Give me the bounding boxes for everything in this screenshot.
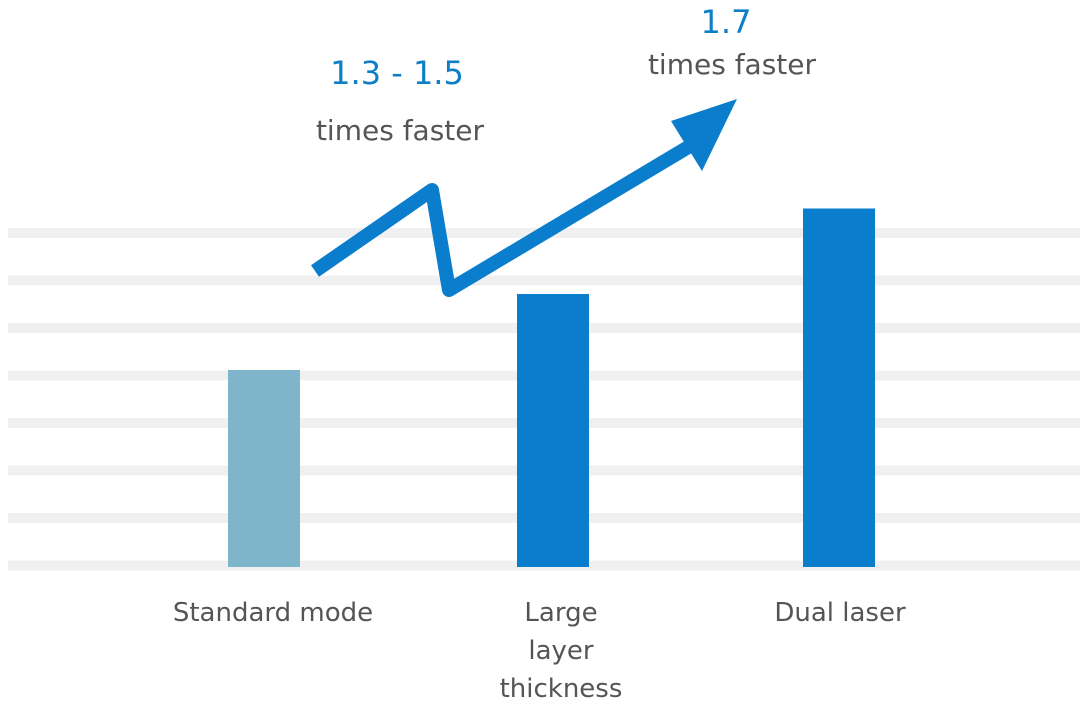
annotation-value-dual-laser: 1.7 bbox=[700, 3, 752, 41]
annotation-text-dual-laser: times faster bbox=[647, 48, 817, 81]
trend-arrow bbox=[311, 99, 737, 297]
gridline bbox=[8, 275, 1080, 286]
annotation-value-large-layer: 1.3 - 1.5 bbox=[330, 54, 464, 92]
category-label-large-layer-thickness: Large layer thickness bbox=[499, 598, 623, 704]
bars bbox=[228, 208, 875, 567]
trend-arrow-head bbox=[671, 99, 737, 171]
bar-dual-laser bbox=[803, 208, 875, 567]
annotation-text-large-layer: times faster bbox=[315, 114, 485, 147]
category-label-standard-mode: Standard mode bbox=[172, 598, 374, 628]
bar-large-layer-thickness bbox=[517, 294, 589, 567]
trend-arrow-line bbox=[311, 136, 699, 297]
category-label-dual-laser: Dual laser bbox=[774, 598, 906, 628]
bar-standard-mode bbox=[228, 370, 300, 567]
bar-chart bbox=[8, 99, 1080, 571]
